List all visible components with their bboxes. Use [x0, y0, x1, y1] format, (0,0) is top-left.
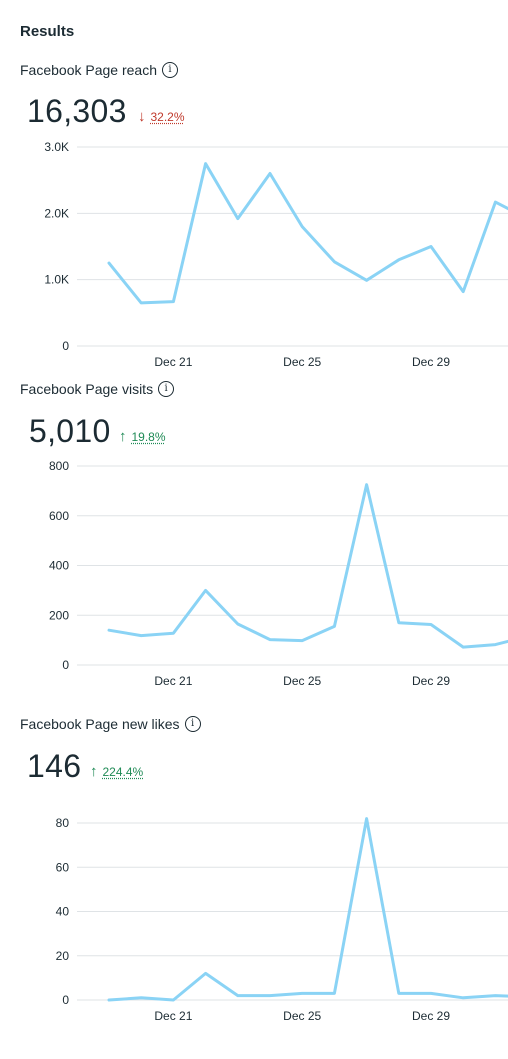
change-indicator-reach: ↓ 32.2% [138, 108, 185, 125]
y-tick-label: 40 [56, 905, 70, 919]
x-tick-label: Dec 29 [412, 1009, 450, 1023]
y-tick-label: 400 [49, 559, 69, 573]
change-percent[interactable]: 224.4% [102, 764, 144, 779]
change-percent[interactable]: 32.2% [150, 109, 185, 124]
metric-label-reach: Facebook Page reach i [20, 62, 178, 78]
metric-label-text: Facebook Page visits [20, 381, 154, 397]
y-tick-label: 0 [62, 339, 69, 353]
arrow-down-icon: ↓ [138, 108, 146, 125]
reach-line-chart: 0 1.0K 2.0K 3.0K Dec 21 Dec 25 Dec 29 [44, 140, 508, 369]
y-tick-label: 60 [56, 860, 70, 874]
y-tick-label: 0 [62, 993, 69, 1007]
info-icon[interactable]: i [184, 716, 201, 732]
x-tick-label: Dec 25 [283, 1009, 321, 1023]
info-icon[interactable]: i [158, 381, 175, 397]
results-heading: Results [20, 23, 75, 40]
visits-line-chart: 0 200 400 600 800 Dec 21 Dec 25 Dec 29 [49, 459, 508, 688]
likes-line-chart: 0 20 40 60 80 Dec 21 Dec 25 Dec 29 [56, 816, 508, 1023]
y-tick-label: 80 [56, 816, 70, 830]
x-tick-label: Dec 29 [412, 355, 450, 369]
series-line [107, 817, 508, 1002]
metric-label-text: Facebook Page new likes [20, 716, 180, 732]
change-indicator-visits: ↑ 19.8% [119, 428, 166, 445]
metric-value-likes: 146 [27, 748, 82, 784]
series-line [107, 483, 508, 649]
x-tick-label: Dec 25 [283, 674, 321, 688]
metric-value-reach: 16,303 [27, 93, 127, 129]
y-tick-label: 3.0K [44, 140, 69, 154]
x-tick-label: Dec 21 [154, 355, 192, 369]
arrow-up-icon: ↑ [119, 428, 127, 445]
arrow-up-icon: ↑ [90, 763, 98, 780]
x-tick-label: Dec 21 [154, 674, 192, 688]
y-tick-label: 1.0K [44, 273, 69, 287]
y-tick-label: 20 [56, 949, 70, 963]
y-tick-label: 0 [62, 658, 69, 672]
change-percent[interactable]: 19.8% [131, 429, 166, 444]
metric-label-visits: Facebook Page visits i [20, 381, 175, 397]
info-icon[interactable]: i [161, 62, 178, 78]
series-line [107, 162, 508, 305]
metric-label-text: Facebook Page reach [20, 62, 157, 78]
x-tick-label: Dec 25 [283, 355, 321, 369]
change-indicator-likes: ↑ 224.4% [90, 763, 143, 780]
x-tick-label: Dec 29 [412, 674, 450, 688]
y-tick-label: 800 [49, 459, 69, 473]
y-tick-label: 600 [49, 509, 69, 523]
x-tick-label: Dec 21 [154, 1009, 192, 1023]
y-tick-label: 2.0K [44, 206, 69, 220]
y-tick-label: 200 [49, 608, 69, 622]
metric-label-likes: Facebook Page new likes i [20, 716, 201, 732]
metric-value-visits: 5,010 [29, 413, 111, 449]
